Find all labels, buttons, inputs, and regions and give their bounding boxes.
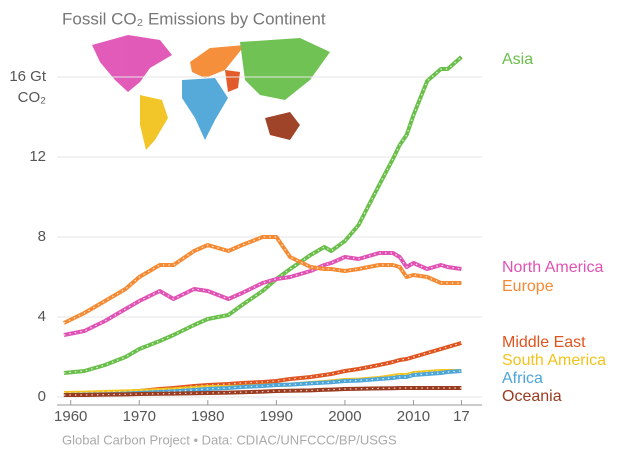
legend-label: South America xyxy=(502,352,606,369)
series-line-dots xyxy=(63,387,462,396)
series-line-dots xyxy=(63,236,462,324)
x-tick-label: 1980 xyxy=(191,408,224,425)
legend-label: Europe xyxy=(502,278,554,295)
y-tick-label: 4 xyxy=(38,308,46,325)
chart-title: Fossil CO₂ Emissions by Continent xyxy=(62,9,326,28)
legend-label: Asia xyxy=(502,51,533,68)
x-tick-label: 17 xyxy=(453,408,470,425)
x-tick-label: 1960 xyxy=(54,408,87,425)
legend-label: North America xyxy=(502,259,603,276)
series-line xyxy=(63,55,463,375)
legend-label: Oceania xyxy=(502,388,562,405)
series-line xyxy=(63,251,462,337)
y-tick-label: 0 xyxy=(38,388,46,405)
y-tick-label: 8 xyxy=(38,228,46,245)
footer: Global Carbon Project • Data: CDIAC/UNFC… xyxy=(62,432,397,447)
x-tick-label: 2010 xyxy=(397,408,430,425)
series-line-dots xyxy=(63,56,462,374)
x-tick-label: 1970 xyxy=(123,408,156,425)
y-tick-label: 12 xyxy=(29,148,46,165)
world-map xyxy=(92,35,330,150)
series-line-dots xyxy=(63,252,462,336)
x-tick-label: 1990 xyxy=(260,408,293,425)
x-tick-label: 2000 xyxy=(328,408,361,425)
legend-label: Middle East xyxy=(502,334,586,351)
series-line-dots xyxy=(63,342,462,396)
y-axis-label: CO₂ xyxy=(18,89,47,106)
series-line-dots xyxy=(63,370,462,396)
legend-label: Africa xyxy=(502,370,543,387)
y-tick-label: 16 Gt xyxy=(9,68,47,85)
